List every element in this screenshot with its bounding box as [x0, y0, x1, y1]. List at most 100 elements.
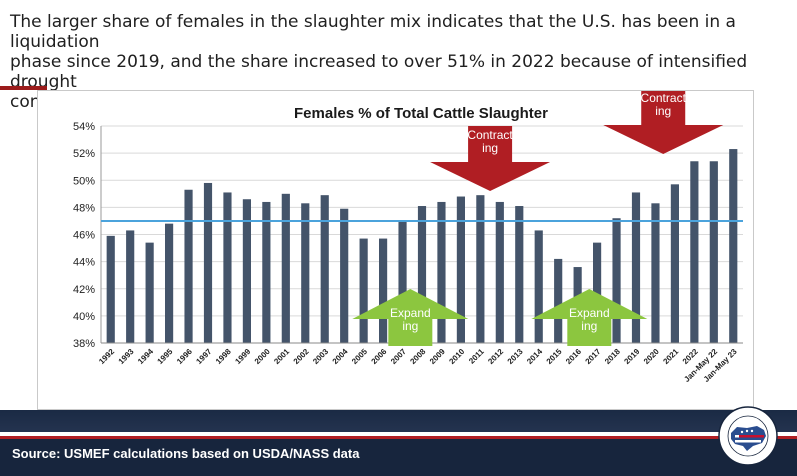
bar: [379, 238, 388, 343]
x-tick-label: 2017: [584, 347, 603, 366]
annotation-label-line: ing: [581, 319, 597, 333]
x-tick-label: 2000: [253, 347, 272, 366]
y-tick-label: 38%: [73, 338, 95, 350]
annotation-label-line: Expand: [569, 306, 610, 320]
expanding-arrow: [352, 289, 469, 346]
bar: [301, 203, 310, 343]
bar: [184, 189, 193, 343]
footer-band: [0, 410, 797, 432]
usmef-logo: [718, 406, 778, 466]
x-tick-label: 2019: [622, 347, 641, 366]
bar: [437, 201, 446, 343]
x-tick-label: 2006: [370, 347, 389, 366]
bar: [145, 242, 154, 343]
y-axis: 38% 40% 42% 44% 46% 48% 50% 52% 54%: [73, 121, 102, 350]
bar: [729, 149, 738, 343]
x-tick-label: 1995: [156, 347, 175, 366]
bar: [593, 242, 602, 343]
bar: [417, 206, 427, 343]
x-tick-label: 1996: [175, 347, 194, 366]
bar: [106, 235, 115, 343]
x-tick-label: 1994: [136, 347, 155, 366]
y-tick-label: 48%: [73, 202, 95, 214]
x-tick-label: 2015: [545, 347, 564, 366]
x-tick-label: 2002: [292, 347, 311, 366]
annotation-label: Contract ing: [641, 91, 687, 118]
x-tick-label: 2010: [447, 347, 466, 366]
annotation-label-line: ing: [402, 319, 418, 333]
bar: [262, 201, 271, 343]
annotation-label-line: Contract: [467, 128, 513, 142]
x-tick-label: 2020: [642, 347, 661, 366]
x-tick-label: 2011: [467, 347, 486, 366]
annotation-label-line: Contract: [641, 91, 687, 105]
x-tick-label: 2013: [506, 347, 525, 366]
x-axis: 1992 1993 1994 1995 1996 1997 1998 1999 2000 2001…: [97, 342, 743, 384]
contracting-arrow: [430, 126, 551, 191]
bar: [534, 230, 543, 343]
bar: [515, 206, 524, 343]
x-tick-label: 2018: [603, 347, 622, 366]
x-tick-label: 2009: [428, 347, 447, 366]
bar: [612, 218, 621, 343]
y-tick-label: 54%: [73, 121, 95, 133]
annotation-label-line: ing: [482, 141, 498, 155]
footer-red-stripe: [0, 436, 797, 439]
expanding-arrow: [531, 289, 648, 346]
bar: [709, 161, 718, 343]
x-tick-label: 2001: [272, 347, 291, 366]
headline: The larger share of females in the slaug…: [10, 12, 748, 112]
x-tick-label: 2008: [408, 347, 427, 366]
annotation-label-line: Expand: [390, 306, 431, 320]
bar: [340, 208, 349, 343]
x-tick-label: 2007: [389, 347, 408, 366]
chart-title: Females % of Total Cattle Slaughter: [294, 105, 548, 122]
x-tick-label: 2021: [661, 347, 680, 366]
bar: [631, 192, 641, 343]
bar: [554, 258, 563, 343]
bar: [690, 161, 699, 343]
bar: [242, 199, 251, 343]
bar: [281, 193, 290, 343]
contracting-arrow: [603, 91, 724, 154]
annotation-label-line: ing: [655, 104, 671, 118]
annotation-label: Contract ing: [467, 128, 513, 155]
x-tick-label: 2016: [564, 347, 583, 366]
annotation-label: Expand ing: [569, 306, 610, 333]
y-tick-label: 52%: [73, 148, 95, 160]
annotation-label: Expand ing: [390, 306, 431, 333]
x-tick-label: 2012: [486, 347, 505, 366]
bar: [456, 196, 465, 343]
bar: [651, 203, 660, 343]
bars: [106, 149, 738, 343]
y-tick-label: 50%: [73, 175, 95, 187]
chart-frame: Females % of Total Cattle Slaughter 38% 4…: [37, 90, 754, 410]
y-tick-label: 42%: [73, 284, 95, 296]
source-bar: [0, 439, 797, 476]
x-tick-label: 1997: [194, 347, 213, 366]
x-tick-label: 2003: [311, 347, 330, 366]
bar: [495, 201, 504, 343]
bar: [670, 184, 679, 343]
y-tick-label: 44%: [73, 257, 95, 269]
x-tick-label: 1998: [214, 347, 233, 366]
x-tick-label: 1992: [97, 347, 116, 366]
bar: [126, 230, 135, 343]
accent-bar: [0, 86, 47, 90]
y-tick-label: 46%: [73, 230, 95, 242]
bar: [165, 223, 174, 343]
x-tick-label: 2005: [350, 347, 369, 366]
bar: [203, 182, 213, 343]
bar: [476, 195, 485, 343]
x-tick-label: 2014: [525, 347, 544, 366]
x-tick-label: 1999: [233, 347, 252, 366]
chart: Females % of Total Cattle Slaughter 38% 4…: [73, 91, 743, 384]
bar: [320, 195, 329, 343]
footer-stripe: [0, 432, 797, 436]
x-tick-label: 1993: [117, 347, 136, 366]
y-tick-label: 40%: [73, 311, 95, 323]
bar: [398, 220, 407, 343]
bar: [223, 192, 232, 343]
bar: [359, 238, 368, 343]
